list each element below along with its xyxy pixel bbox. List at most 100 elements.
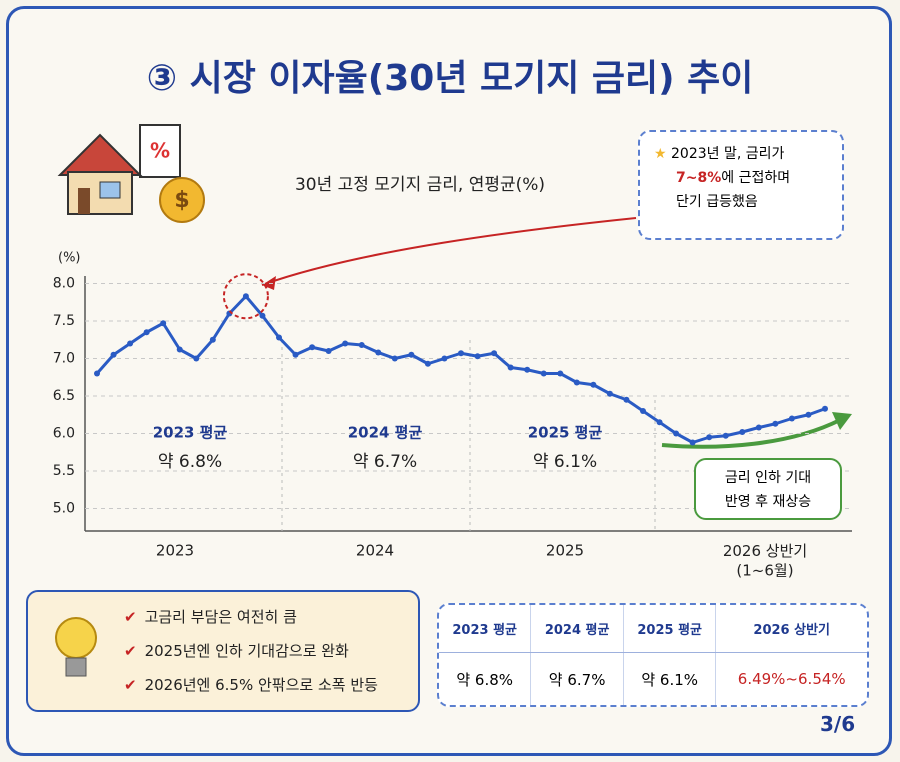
x-tick-label: 2025 (546, 542, 584, 560)
x-tick-label: 2024 (356, 542, 394, 560)
table-header: 2025 평균 (623, 605, 717, 654)
point (292, 351, 299, 358)
table-header: 2026 상반기 (715, 605, 867, 654)
note-text: 2025년엔 인하 기대감으로 완화 (144, 642, 349, 660)
y-axis-unit: (%) (58, 251, 81, 266)
callout: ★ 2023년 말, 금리가 7~8%에 근접하며 단기 급등했음 (638, 130, 844, 240)
average-value: 약 6.7% (353, 452, 417, 472)
summary-table: 2023 평균 2024 평균 2025 평균 2026 상반기 약 6.8% 약 6.… (437, 603, 869, 707)
note-text: 고금리 부담은 여전히 큼 (144, 608, 297, 626)
house-icon: % $ (57, 124, 205, 223)
period-dividers (281, 340, 656, 531)
point (739, 429, 746, 435)
point (176, 346, 183, 353)
point (689, 439, 696, 446)
x-tick-label: 2023 (156, 542, 194, 560)
callout-text: 2023년 말, 금리가 (671, 146, 785, 162)
point (722, 432, 729, 439)
point (557, 370, 564, 377)
point (242, 293, 249, 300)
peak-highlight (222, 273, 269, 320)
table-header: 2023 평균 (439, 605, 532, 654)
point (755, 424, 762, 431)
note-item: ✔ 2025년엔 인하 기대감으로 완화 (124, 642, 349, 660)
end-note-text: 금리 인하 기대 (724, 470, 812, 486)
point (160, 320, 167, 327)
point (805, 411, 812, 418)
table: 2023 평균 2024 평균 2025 평균 2026 상반기 약 6.8% 약 6.… (439, 605, 867, 705)
callout-text: 에 근접하며 (721, 170, 791, 186)
point (342, 340, 349, 347)
point (143, 329, 150, 336)
table-cell: 약 6.8% (439, 652, 532, 705)
svg-text:%: % (150, 139, 170, 163)
point (193, 355, 200, 362)
point (507, 364, 514, 371)
note-text: 2026년엔 6.5% 안팎으로 소폭 반등 (144, 676, 378, 694)
point (94, 370, 100, 377)
point (325, 348, 332, 354)
point (606, 390, 613, 397)
average-value: 약 6.8% (158, 452, 222, 472)
table-cell: 약 6.7% (530, 652, 624, 705)
point (408, 351, 415, 358)
svg-text:$: $ (174, 188, 189, 213)
point (706, 434, 713, 441)
point (491, 350, 498, 357)
line (95, 294, 826, 444)
note-item: ✔ 고금리 부담은 여전히 큼 (124, 608, 297, 626)
point (458, 350, 464, 357)
point (209, 336, 216, 343)
point (573, 379, 580, 386)
y-tick-label: 6.5 (53, 388, 75, 404)
point (309, 344, 316, 351)
average-value: 약 6.1% (533, 452, 597, 472)
chart-title: ③ 시장 이자율(30년 모기지 금리) 추이 (147, 58, 754, 99)
point (110, 351, 117, 358)
note-item: ✔ 2026년엔 6.5% 안팎으로 소폭 반등 (124, 676, 378, 694)
table-header: 2024 평균 (530, 605, 624, 654)
point (276, 334, 282, 341)
end-note: 금리 인하 기대 반영 후 재상승 (694, 458, 842, 520)
point (375, 349, 382, 356)
table-cell: 약 6.1% (623, 652, 717, 705)
notes-box: ✔ 고금리 부담은 여전히 큼 ✔ 2025년엔 인하 기대감으로 완화 ✔ 2026… (26, 590, 420, 712)
point (822, 405, 828, 412)
point (424, 360, 431, 367)
point (391, 355, 398, 362)
point (474, 353, 481, 360)
callout-arrow (261, 217, 637, 286)
y-tick-label: 7.0 (53, 351, 75, 367)
point (673, 430, 680, 437)
y-tick-label: 6.0 (53, 426, 75, 442)
callout-text: 단기 급등했음 (676, 194, 758, 210)
point (358, 342, 365, 348)
table-cell: 6.49%~6.54% (737, 670, 846, 689)
y-tick-label: 8.0 (53, 276, 75, 292)
point (590, 381, 597, 388)
page-number: 3/6 (820, 712, 856, 736)
point (623, 396, 630, 403)
y-tick-label: 5.0 (53, 501, 75, 517)
point (540, 370, 547, 377)
average-label: 2023 평균 (153, 424, 228, 442)
rebound-arrow (661, 418, 841, 449)
point (524, 366, 531, 373)
point (441, 355, 448, 362)
point (788, 415, 795, 422)
chart-subtitle: 30년 고정 모기지 금리, 연평균(%) (295, 175, 545, 195)
star-icon: ★ (654, 146, 667, 162)
point (127, 340, 134, 347)
point (640, 408, 646, 414)
x-tick-label: 2026 상반기 (1~6월) (723, 542, 807, 580)
point (772, 420, 779, 427)
y-tick-label: 5.5 (53, 463, 75, 479)
average-label: 2024 평균 (348, 424, 423, 442)
callout-highlight: 7~8% (676, 170, 722, 186)
point (259, 312, 266, 319)
rebound-arrow-head (832, 412, 852, 430)
lightbulb-icon (55, 617, 97, 677)
average-label: 2025 평균 (528, 424, 603, 442)
